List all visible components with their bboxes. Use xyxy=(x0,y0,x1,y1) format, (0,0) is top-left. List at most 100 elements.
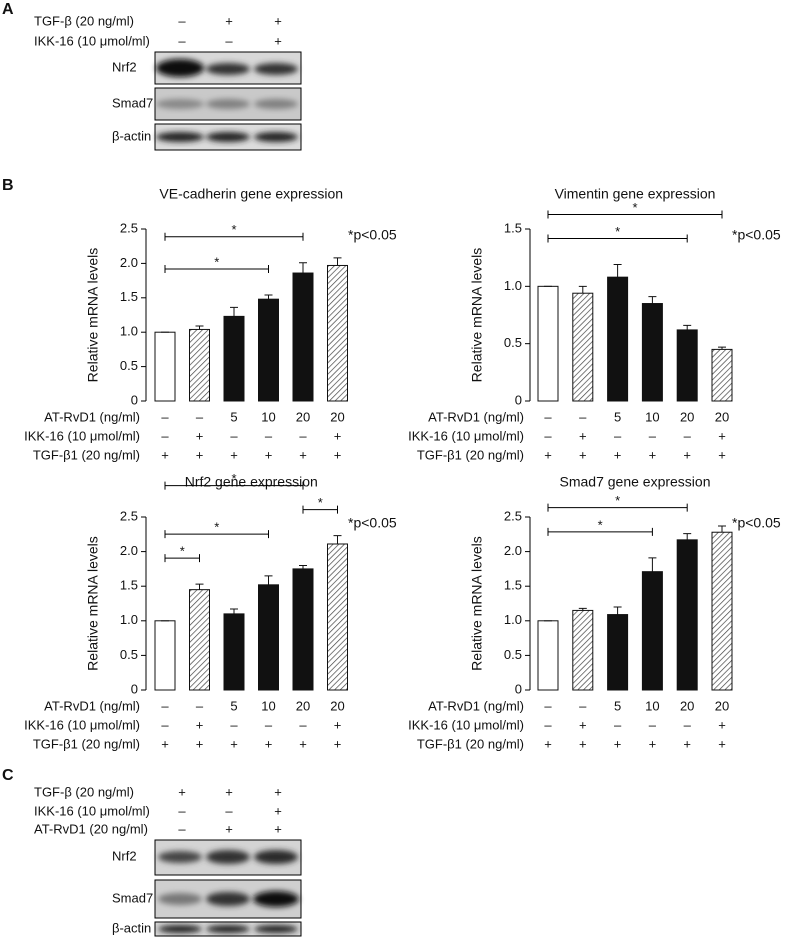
significance-bracket xyxy=(164,232,304,241)
condition-value: 20 xyxy=(330,698,344,713)
condition-value: + xyxy=(334,428,342,443)
condition-value: + xyxy=(274,784,282,799)
significance-bracket xyxy=(547,210,723,219)
condition-value: 20 xyxy=(715,409,729,424)
bar xyxy=(572,292,594,402)
condition-value: 20 xyxy=(296,409,310,424)
condition-value: – xyxy=(684,428,692,443)
condition-value: + xyxy=(683,736,691,751)
bar xyxy=(676,539,698,691)
condition-label: IKK-16 (10 μmol/ml) xyxy=(34,803,150,818)
condition-value: 5 xyxy=(614,698,621,713)
bar xyxy=(641,303,663,402)
condition-label: IKK-16 (10 μmol/ml) xyxy=(24,717,140,732)
condition-value: – xyxy=(544,698,552,713)
error-bar xyxy=(648,557,657,572)
condition-value: + xyxy=(718,736,726,751)
condition-value: + xyxy=(274,821,282,836)
condition-value: + xyxy=(579,447,587,462)
error-bar xyxy=(333,257,342,266)
blot-label: Nrf2 xyxy=(112,59,137,74)
significance-label: * xyxy=(318,495,323,510)
condition-value: + xyxy=(230,447,238,462)
condition-label: AT-RvD1 (ng/ml) xyxy=(428,409,524,424)
significance-label: * xyxy=(615,224,620,239)
error-bar xyxy=(230,306,238,317)
condition-value: 10 xyxy=(645,698,659,713)
condition-value: – xyxy=(265,717,273,732)
condition-value: – xyxy=(178,803,186,818)
condition-label: TGF-β1 (20 ng/ml) xyxy=(417,447,524,462)
significance-bracket xyxy=(164,265,269,274)
significance-bracket xyxy=(302,505,338,514)
error-bar xyxy=(264,294,273,300)
bar xyxy=(189,589,210,691)
condition-value: + xyxy=(334,447,342,462)
condition-value: + xyxy=(579,428,587,443)
condition-label: TGF-β1 (20 ng/ml) xyxy=(33,447,140,462)
bar xyxy=(327,543,348,691)
error-bar xyxy=(648,296,657,304)
condition-label: TGF-β (20 ng/ml) xyxy=(34,784,134,799)
significance-bracket xyxy=(164,554,200,563)
y-tick-label: 0 xyxy=(131,681,138,696)
condition-value: 20 xyxy=(680,698,694,713)
condition-value: + xyxy=(265,447,273,462)
condition-value: + xyxy=(579,736,587,751)
y-tick-label: 0.5 xyxy=(120,647,138,662)
bar xyxy=(641,571,663,691)
condition-value: – xyxy=(178,13,186,28)
bar xyxy=(223,613,245,691)
condition-label: AT-RvD1 (ng/ml) xyxy=(44,698,140,713)
y-tick-label: 2.0 xyxy=(120,255,138,270)
significance-label: * xyxy=(632,200,637,215)
y-axis-label: Relative mRNA levels xyxy=(469,248,485,383)
condition-value: 5 xyxy=(614,409,621,424)
condition-value: – xyxy=(649,428,657,443)
condition-value: – xyxy=(161,717,169,732)
y-tick-label: 0 xyxy=(515,681,522,696)
condition-value: – xyxy=(579,409,587,424)
bar xyxy=(607,276,629,402)
condition-value: + xyxy=(299,447,307,462)
condition-value: 5 xyxy=(230,409,237,424)
y-axis-label: Relative mRNA levels xyxy=(85,248,101,383)
condition-value: – xyxy=(544,717,552,732)
error-bar xyxy=(299,262,307,274)
condition-value: + xyxy=(230,736,238,751)
significance-note: *p<0.05 xyxy=(348,515,397,531)
condition-value: – xyxy=(299,428,307,443)
y-tick-label: 2.5 xyxy=(120,220,138,235)
y-tick-label: 1.0 xyxy=(504,612,522,627)
bar xyxy=(292,568,314,691)
condition-value: + xyxy=(274,803,282,818)
condition-label: IKK-16 (10 μmol/ml) xyxy=(34,33,150,48)
blot-label: Nrf2 xyxy=(112,848,137,863)
bar xyxy=(327,264,348,402)
condition-value: + xyxy=(225,821,233,836)
condition-value: 20 xyxy=(296,698,310,713)
bar xyxy=(154,620,176,691)
significance-bracket xyxy=(547,503,688,512)
condition-value: – xyxy=(161,409,169,424)
condition-value: + xyxy=(225,784,233,799)
significance-label: * xyxy=(231,222,236,237)
condition-value: – xyxy=(299,717,307,732)
significance-label: * xyxy=(180,544,185,559)
condition-value: + xyxy=(196,428,204,443)
chart-title: Smad7 gene expression xyxy=(560,474,711,490)
error-bar xyxy=(578,607,587,611)
condition-value: – xyxy=(230,428,238,443)
condition-label: TGF-β (20 ng/ml) xyxy=(34,13,134,28)
error-bar xyxy=(718,525,726,533)
significance-bracket xyxy=(547,527,653,536)
condition-value: + xyxy=(265,736,273,751)
y-tick-label: 1.5 xyxy=(120,289,138,304)
condition-value: + xyxy=(196,447,204,462)
y-tick-label: 1.0 xyxy=(504,278,522,293)
condition-value: + xyxy=(196,717,204,732)
condition-value: – xyxy=(614,717,622,732)
blot-label: Smad7 xyxy=(112,890,153,905)
